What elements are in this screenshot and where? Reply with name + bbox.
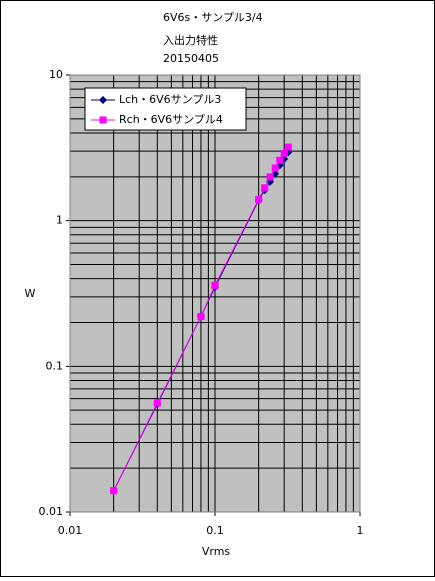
marker [266, 173, 274, 181]
marker [153, 399, 161, 407]
x-tick-label: 1 [357, 524, 364, 537]
x-axis-label: Vrms [202, 545, 231, 558]
marker [255, 195, 263, 203]
y-tick-label: 0.1 [46, 359, 64, 372]
marker [276, 156, 284, 164]
marker [284, 143, 292, 151]
y-tick-label: 0.01 [39, 505, 64, 518]
x-tick-label: 0.1 [206, 524, 224, 537]
marker [261, 184, 269, 192]
legend-label: Rch・6V6サンプル4 [119, 113, 223, 126]
marker [99, 116, 107, 124]
y-axis-label: W [25, 287, 36, 300]
marker [197, 312, 205, 320]
x-tick-label: 0.01 [58, 524, 83, 537]
chart-title: 20150405 [163, 52, 219, 65]
chart-title: 6V6s・サンプル3/4 [163, 11, 263, 24]
legend [84, 87, 247, 131]
legend-label: Lch・6V6サンプル3 [119, 93, 221, 106]
marker [280, 149, 288, 157]
chart-title: 入出力特性 [163, 33, 218, 47]
plot-frame [69, 74, 361, 513]
marker [99, 96, 107, 104]
marker [110, 487, 118, 495]
marker [271, 164, 279, 172]
y-tick-label: 10 [49, 68, 63, 81]
y-tick-label: 1 [56, 214, 63, 227]
marker [211, 281, 219, 289]
